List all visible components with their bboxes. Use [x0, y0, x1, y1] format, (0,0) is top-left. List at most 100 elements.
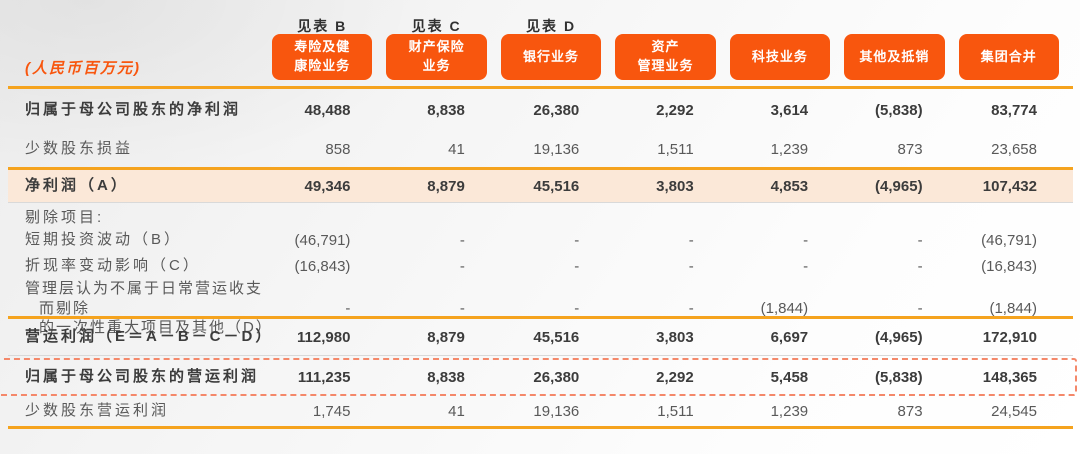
row-minority-interest: 少数股东损益 858 41 19,136 1,511 1,239 873 23,…: [8, 131, 1073, 167]
cell-value: -: [803, 257, 809, 275]
segment-results-table: 见表 B 见表 C 见表 D (人民币百万元) 寿险及健 康险业务 财产保险 业…: [0, 0, 1077, 429]
cell-value: 41: [448, 140, 465, 158]
cell-value: 23,658: [991, 140, 1037, 158]
divider: [8, 86, 1073, 89]
cell-value: -: [345, 299, 351, 317]
cell-value: -: [459, 299, 465, 317]
cell-value: -: [459, 257, 465, 275]
see-table-row: 见表 B 见表 C 见表 D: [8, 0, 1073, 34]
row-net-profit-highlight: 净利润（A） 49,346 8,879 45,516 3,803 4,853 (…: [8, 170, 1073, 202]
cell-value: 112,980: [297, 328, 351, 346]
cell-value: 45,516: [533, 177, 580, 195]
cell-value: (1,844): [760, 299, 809, 317]
segment-header-life-health: 寿险及健 康险业务: [272, 34, 373, 80]
cell-value: -: [574, 257, 580, 275]
cell-value: 4,853: [770, 177, 809, 195]
cell-value: (5,838): [875, 368, 923, 386]
segment-header-property: 财产保险 业务: [386, 34, 487, 80]
cell-value: 45,516: [533, 328, 580, 346]
segment-header-asset-mgmt: 资产 管理业务: [615, 34, 716, 80]
see-table-label-c: 见表 C: [411, 18, 462, 34]
cell-value: 3,803: [656, 177, 694, 195]
cell-value: 873: [897, 402, 923, 420]
cell-value: -: [688, 299, 694, 317]
divider: [8, 316, 1073, 319]
row-label: 营运利润（E＝A－B－C－D）: [25, 328, 274, 346]
row-net-profit-parent: 归属于母公司股东的净利润 48,488 8,838 26,380 2,292 3…: [8, 89, 1073, 131]
section-label: 剔除项目:: [25, 208, 105, 226]
cell-value: (46,791): [294, 231, 351, 249]
cell-value: 2,292: [656, 101, 694, 119]
row-label: 短期投资波动（B）: [25, 231, 183, 249]
cell-value: -: [459, 231, 465, 249]
unit-label: (人民币百万元): [25, 60, 141, 77]
cell-value: 83,774: [991, 101, 1037, 119]
segment-header-other-elimination: 其他及抵销: [844, 34, 945, 80]
divider: [8, 202, 1073, 203]
cell-value: (1,844): [989, 299, 1037, 317]
see-table-label-d: 见表 D: [526, 18, 577, 34]
cell-value: 19,136: [533, 402, 580, 420]
segment-header-banking: 银行业务: [500, 34, 602, 80]
cell-value: -: [917, 231, 923, 249]
row-label: 净利润（A）: [25, 177, 129, 195]
cell-value: -: [917, 257, 923, 275]
cell-value: 1,239: [770, 140, 809, 158]
cell-value: 873: [897, 140, 923, 158]
cell-value: -: [688, 257, 694, 275]
row-label: 少数股东营运利润: [25, 402, 170, 420]
cell-value: (4,965): [875, 177, 923, 195]
cell-value: 8,838: [427, 101, 465, 119]
cell-value: 172,910: [982, 328, 1037, 346]
cell-value: 26,380: [533, 101, 580, 119]
cell-value: 1,745: [312, 402, 351, 420]
cell-value: 107,432: [982, 177, 1037, 195]
cell-value: 49,346: [304, 177, 351, 195]
cell-value: (4,965): [875, 328, 923, 346]
divider: [8, 426, 1073, 429]
row-minority-operating-profit: 少数股东营运利润 1,745 41 19,136 1,511 1,239 873…: [8, 396, 1073, 426]
row-label: 折现率变动影响（C）: [25, 257, 201, 275]
cell-value: -: [574, 231, 580, 249]
cell-value: 41: [448, 402, 465, 420]
cell-value: (16,843): [294, 257, 351, 275]
divider: [8, 167, 1073, 170]
cell-value: 8,879: [427, 177, 465, 195]
cell-value: 1,239: [770, 402, 809, 420]
segment-header-technology: 科技业务: [729, 34, 831, 80]
cell-value: 3,614: [770, 101, 809, 119]
see-table-label-b: 见表 B: [297, 18, 348, 34]
cell-value: 111,235: [297, 368, 351, 386]
row-one-off-items: 管理层认为不属于日常营运收支而剔除 的一次性重大项目及其他（D） - - - -…: [8, 279, 1073, 336]
cell-value: (46,791): [981, 231, 1037, 249]
cell-value: 858: [325, 140, 351, 158]
cell-value: 1,511: [657, 140, 694, 158]
cell-value: -: [803, 231, 809, 249]
cell-value: 19,136: [533, 140, 580, 158]
segment-header-row: (人民币百万元) 寿险及健 康险业务 财产保险 业务 银行业务 资产 管理业务 …: [8, 34, 1073, 80]
row-label: 归属于母公司股东的营运利润: [25, 368, 260, 386]
cell-value: 48,488: [304, 101, 351, 119]
cell-value: (5,838): [875, 101, 923, 119]
row-short-term-investment-volatility: 短期投资波动（B） (46,791) - - - - - (46,791): [8, 227, 1073, 253]
cell-value: 26,380: [533, 368, 580, 386]
cell-value: 24,545: [991, 402, 1037, 420]
cell-value: 1,511: [657, 402, 694, 420]
cell-value: 3,803: [656, 328, 694, 346]
cell-value: -: [574, 299, 580, 317]
row-discount-rate-change: 折现率变动影响（C） (16,843) - - - - - (16,843): [8, 253, 1073, 279]
row-operating-profit: 营运利润（E＝A－B－C－D） 112,980 8,879 45,516 3,8…: [8, 319, 1073, 355]
row-label: 少数股东损益: [25, 140, 134, 158]
cell-value: 8,838: [427, 368, 465, 386]
cell-value: 2,292: [656, 368, 694, 386]
cell-value: (16,843): [981, 257, 1037, 275]
cell-value: -: [688, 231, 694, 249]
cell-value: 6,697: [770, 328, 809, 346]
cell-value: 8,879: [427, 328, 465, 346]
row-operating-profit-parent: 归属于母公司股东的营运利润 111,235 8,838 26,380 2,292…: [8, 360, 1073, 394]
row-label: 管理层认为不属于日常营运收支而剔除 的一次性重大项目及其他（D）: [25, 280, 273, 336]
row-label: 归属于母公司股东的净利润: [25, 101, 242, 119]
dashed-highlight-box: 归属于母公司股东的营运利润 111,235 8,838 26,380 2,292…: [0, 358, 1077, 396]
segment-header-group-consolidated: 集团合并: [958, 34, 1059, 80]
cell-value: -: [917, 299, 923, 317]
